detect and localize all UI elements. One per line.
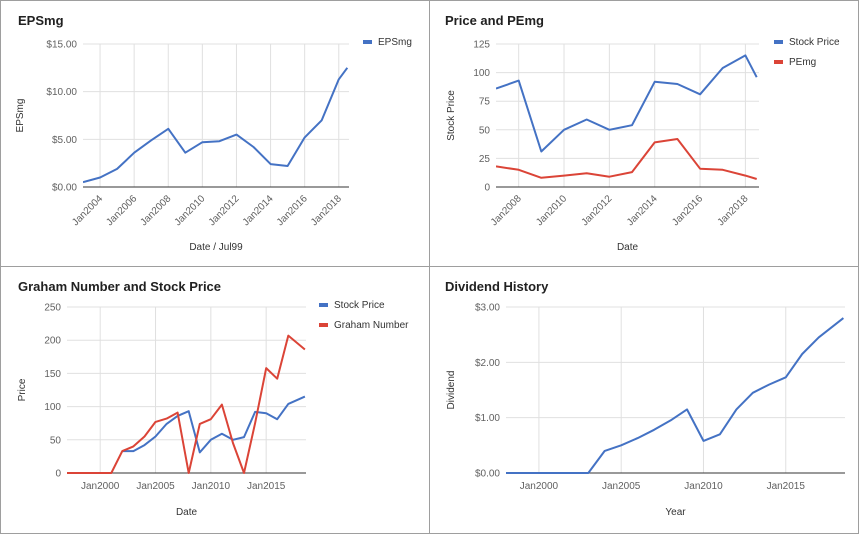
legend-swatch <box>774 40 783 44</box>
x-tick-label: Jan2004 <box>70 193 105 228</box>
y-tick-label: 75 <box>479 97 491 108</box>
legend-swatch <box>774 60 783 64</box>
x-tick-label: Jan2008 <box>138 193 173 228</box>
y-tick-label: $0.00 <box>475 469 500 480</box>
y-tick-label: $2.00 <box>475 358 500 369</box>
legend-swatch <box>319 303 328 307</box>
y-tick-label: 250 <box>44 303 61 314</box>
price-pemg-chart-panel: Price and PEmg 0 25 50 75 100 125 Jan2008 Jan201… <box>429 0 859 267</box>
x-tick-label: Jan2006 <box>104 193 139 228</box>
y-tick-label: $0.00 <box>52 183 77 194</box>
chart-title: Graham Number and Stock Price <box>18 279 221 294</box>
x-tick-label: Jan2005 <box>602 481 641 492</box>
y-tick-label: 150 <box>44 369 61 380</box>
y-tick-label: 50 <box>479 125 491 136</box>
y-axis-title: Price <box>17 378 28 401</box>
legend-label: Stock Price <box>334 300 385 311</box>
x-tick-label: Jan2010 <box>192 481 231 492</box>
y-tick-label: $1.00 <box>475 413 500 424</box>
x-axis-title: Year <box>665 507 686 518</box>
x-axis-title: Date / Jul99 <box>189 242 243 253</box>
y-tick-label: 50 <box>50 435 62 446</box>
y-axis-title: Dividend <box>446 371 457 410</box>
dividend-chart: Dividend History $0.00 $1.00 $2.00 $3.00 Jan2… <box>445 279 845 518</box>
x-tick-label: Jan2018 <box>716 193 751 228</box>
eps-chart-panel: EPSmg $0.00 $5.00 $10.00 $15.00 Jan2004 Jan200… <box>0 0 430 267</box>
legend-swatch <box>319 323 328 327</box>
x-tick-label: Jan2010 <box>173 193 208 228</box>
legend-label: PEmg <box>789 57 816 68</box>
y-tick-label: 200 <box>44 336 61 347</box>
y-tick-label: 125 <box>473 40 490 51</box>
y-tick-label: $15.00 <box>46 40 77 51</box>
x-tick-label: Jan2018 <box>309 193 344 228</box>
x-tick-label: Jan2015 <box>247 481 286 492</box>
y-tick-label: 100 <box>473 68 490 79</box>
series-line-0 <box>506 317 845 474</box>
x-tick-label: Jan2014 <box>625 193 660 228</box>
y-tick-label: 25 <box>479 154 491 165</box>
x-tick-label: Jan2000 <box>520 481 559 492</box>
series-line-0 <box>496 54 758 153</box>
x-tick-label: Jan2012 <box>580 193 615 228</box>
x-tick-label: Jan2010 <box>684 481 723 492</box>
price-pemg-chart: Price and PEmg 0 25 50 75 100 125 Jan2008 Jan201… <box>445 13 840 253</box>
x-tick-label: Jan2014 <box>241 193 276 228</box>
chart-title: Price and PEmg <box>445 13 544 28</box>
x-tick-label: Jan2008 <box>489 193 524 228</box>
x-tick-label: Jan2012 <box>207 193 242 228</box>
y-tick-label: $3.00 <box>475 303 500 314</box>
x-tick-label: Jan2016 <box>275 193 310 228</box>
x-axis-title: Date <box>617 242 639 253</box>
y-tick-label: $5.00 <box>52 135 77 146</box>
x-tick-label: Jan2005 <box>136 481 175 492</box>
y-tick-label: $10.00 <box>46 87 77 98</box>
x-tick-label: Jan2000 <box>81 481 120 492</box>
series-line-1 <box>496 138 757 180</box>
dividend-chart-panel: Dividend History $0.00 $1.00 $2.00 $3.00 Jan2… <box>429 266 859 534</box>
x-tick-label: Jan2015 <box>767 481 806 492</box>
y-tick-label: 0 <box>55 469 61 480</box>
legend-label: Stock Price <box>789 37 840 48</box>
chart-title: Dividend History <box>445 279 549 294</box>
y-axis-title: EPSmg <box>15 99 26 133</box>
series-line-0 <box>83 67 349 184</box>
legend-swatch <box>363 40 372 44</box>
y-axis-title: Stock Price <box>446 90 457 141</box>
x-tick-label: Jan2016 <box>670 193 705 228</box>
graham-chart-panel: Graham Number and Stock Price 0 50 100 150 20… <box>0 266 430 534</box>
graham-chart: Graham Number and Stock Price 0 50 100 150 20… <box>17 279 409 518</box>
series-line-1 <box>67 334 306 474</box>
x-axis-title: Date <box>176 507 198 518</box>
legend-label: Graham Number <box>334 320 409 331</box>
chart-title: EPSmg <box>18 13 64 28</box>
series-line-0 <box>122 395 306 454</box>
legend-label: EPSmg <box>378 37 412 48</box>
y-tick-label: 0 <box>484 183 490 194</box>
y-tick-label: 100 <box>44 402 61 413</box>
x-tick-label: Jan2010 <box>534 193 569 228</box>
